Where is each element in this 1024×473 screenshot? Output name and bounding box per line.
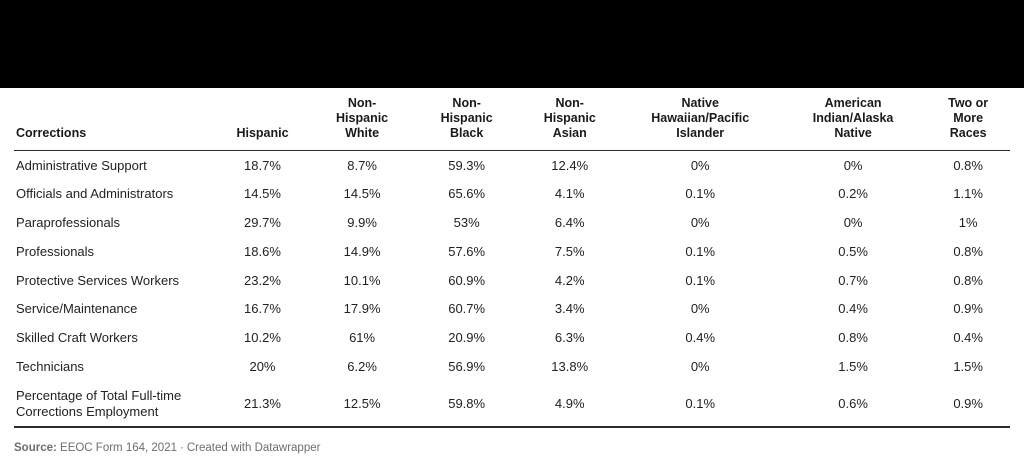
column-header-hispanic: Hispanic <box>215 90 310 151</box>
cell-value: 16.7% <box>244 301 281 317</box>
cell-value: 1.5% <box>953 358 983 374</box>
table-row: Technicians 20% 6.2% 56.9% 13.8% 0% 1.5%… <box>14 352 1010 381</box>
cell-value: 0% <box>690 301 710 317</box>
table-row: Officials and Administrators 14.5% 14.5%… <box>14 180 1010 209</box>
column-header-native-hawaiian-pacific-islander: Native Hawaiian/Pacific Islander <box>620 90 780 151</box>
cell-value: 1.1% <box>953 186 983 202</box>
cell-value: 57.6% <box>448 243 486 259</box>
column-header-non-hispanic-white: Non- Hispanic White <box>309 90 415 151</box>
cell-value: 6.4% <box>554 215 585 230</box>
cell-value: 0% <box>843 215 863 230</box>
cell-value: 14.5% <box>244 186 281 202</box>
cell-value: 61% <box>349 330 376 345</box>
cell-value: 4.9% <box>518 381 621 428</box>
row-label: Paraprofessionals <box>16 215 121 230</box>
row-label: Administrative Support <box>16 157 147 173</box>
cell-value: 0.8% <box>953 272 983 288</box>
cell-value: 0.4% <box>685 330 716 345</box>
cell-value: 0.8% <box>953 243 983 259</box>
cell-value: 4.2% <box>554 272 585 288</box>
cell-value: 18.7% <box>244 157 281 173</box>
table-row: Paraprofessionals 29.7% 9.9% 53% 6.4% 0%… <box>14 209 1010 238</box>
row-label: Officials and Administrators <box>16 186 174 202</box>
cell-value: 0% <box>690 157 710 173</box>
cell-value: 0.7% <box>838 272 868 288</box>
column-header-american-indian-alaska-native: American Indian/Alaska Native <box>779 90 927 151</box>
table-row: Professionals 18.6% 14.9% 57.6% 7.5% 0.1… <box>14 237 1010 266</box>
table-row: Administrative Support 18.7% 8.7% 59.3% … <box>14 151 1010 180</box>
cell-value: 0.1% <box>620 381 780 428</box>
row-label: Technicians <box>16 358 84 374</box>
cell-value: 0% <box>690 358 710 374</box>
cell-value: 0.9% <box>926 381 1010 428</box>
cell-value: 20.9% <box>448 330 486 345</box>
table-row-total: Percentage of Total Full-time Correction… <box>14 381 1010 428</box>
cell-value: 65.6% <box>448 186 486 202</box>
cell-value: 6.3% <box>554 330 585 345</box>
cell-value: 0.8% <box>838 330 868 345</box>
cell-value: 13.8% <box>551 358 589 374</box>
table-row: Protective Services Workers 23.2% 10.1% … <box>14 266 1010 295</box>
cell-value: 9.9% <box>347 215 377 230</box>
cell-value: 20% <box>249 358 276 374</box>
cell-value: 14.9% <box>343 243 381 259</box>
cell-value: 53% <box>453 215 480 230</box>
row-label: Skilled Craft Workers <box>16 330 138 345</box>
cell-value: 0.6% <box>779 381 927 428</box>
cell-value: 8.7% <box>347 157 377 173</box>
header-row: Corrections Hispanic Non- Hispanic White… <box>14 90 1010 151</box>
cell-value: 23.2% <box>244 272 281 288</box>
source-line: Source: EEOC Form 164, 2021 · Created with… <box>14 441 1010 456</box>
cell-value: 1% <box>958 215 978 230</box>
cell-value: 14.5% <box>343 186 381 202</box>
cell-value: 1.5% <box>838 358 868 374</box>
column-header-two-or-more-races: Two or More Races <box>926 90 1010 151</box>
footer-separator: · <box>180 442 184 454</box>
cell-value: 59.3% <box>448 157 486 173</box>
cell-value: 10.2% <box>244 330 281 345</box>
row-label: Professionals <box>16 243 95 259</box>
cell-value: 0.4% <box>953 330 983 345</box>
table-row: Skilled Craft Workers 10.2% 61% 20.9% 6.… <box>14 324 1010 353</box>
cell-value: 0.1% <box>685 186 716 202</box>
cell-value: 12.5% <box>309 381 415 428</box>
cell-value: 0.1% <box>685 272 716 288</box>
cell-value: 7.5% <box>554 243 585 259</box>
table-row: Service/Maintenance 16.7% 17.9% 60.7% 3.… <box>14 295 1010 324</box>
cell-value: 60.7% <box>448 301 486 317</box>
cell-value: 3.4% <box>554 301 585 317</box>
datawrapper-attribution-link[interactable]: Created with Datawrapper <box>186 442 321 454</box>
row-label: Protective Services Workers <box>16 272 180 288</box>
cell-value: 10.1% <box>343 272 381 288</box>
cell-value: 17.9% <box>343 301 381 317</box>
cell-value: 0.2% <box>838 186 868 202</box>
cell-value: 60.9% <box>448 272 486 288</box>
source-label: Source: <box>14 442 57 454</box>
cell-value: 0% <box>843 157 863 173</box>
cell-value: 6.2% <box>347 358 377 374</box>
cell-value: 12.4% <box>551 157 589 173</box>
table-container: Corrections Hispanic Non- Hispanic White… <box>0 88 1024 456</box>
column-header-non-hispanic-black: Non- Hispanic Black <box>414 90 519 151</box>
cell-value: 0.8% <box>953 157 983 173</box>
cell-value: 0.1% <box>685 243 716 259</box>
cell-value: 29.7% <box>244 215 281 230</box>
column-header-corrections: Corrections <box>14 90 216 151</box>
row-label: Percentage of Total Full-time Correction… <box>14 381 216 428</box>
cell-value: 0% <box>690 215 710 230</box>
cell-value: 0.9% <box>953 301 983 317</box>
cell-value: 4.1% <box>554 186 585 202</box>
cell-value: 0.5% <box>838 243 868 259</box>
corrections-employment-table: Corrections Hispanic Non- Hispanic White… <box>14 90 1010 428</box>
cell-value: 59.8% <box>414 381 519 428</box>
cell-value: 18.6% <box>244 243 281 259</box>
row-label: Service/Maintenance <box>16 301 138 317</box>
cell-value: 0.4% <box>838 301 868 317</box>
column-header-non-hispanic-asian: Non- Hispanic Asian <box>518 90 621 151</box>
cell-value: 56.9% <box>448 358 486 374</box>
cell-value: 21.3% <box>215 381 310 428</box>
top-black-bar <box>0 0 1024 88</box>
source-text: EEOC Form 164, 2021 <box>56 442 177 454</box>
